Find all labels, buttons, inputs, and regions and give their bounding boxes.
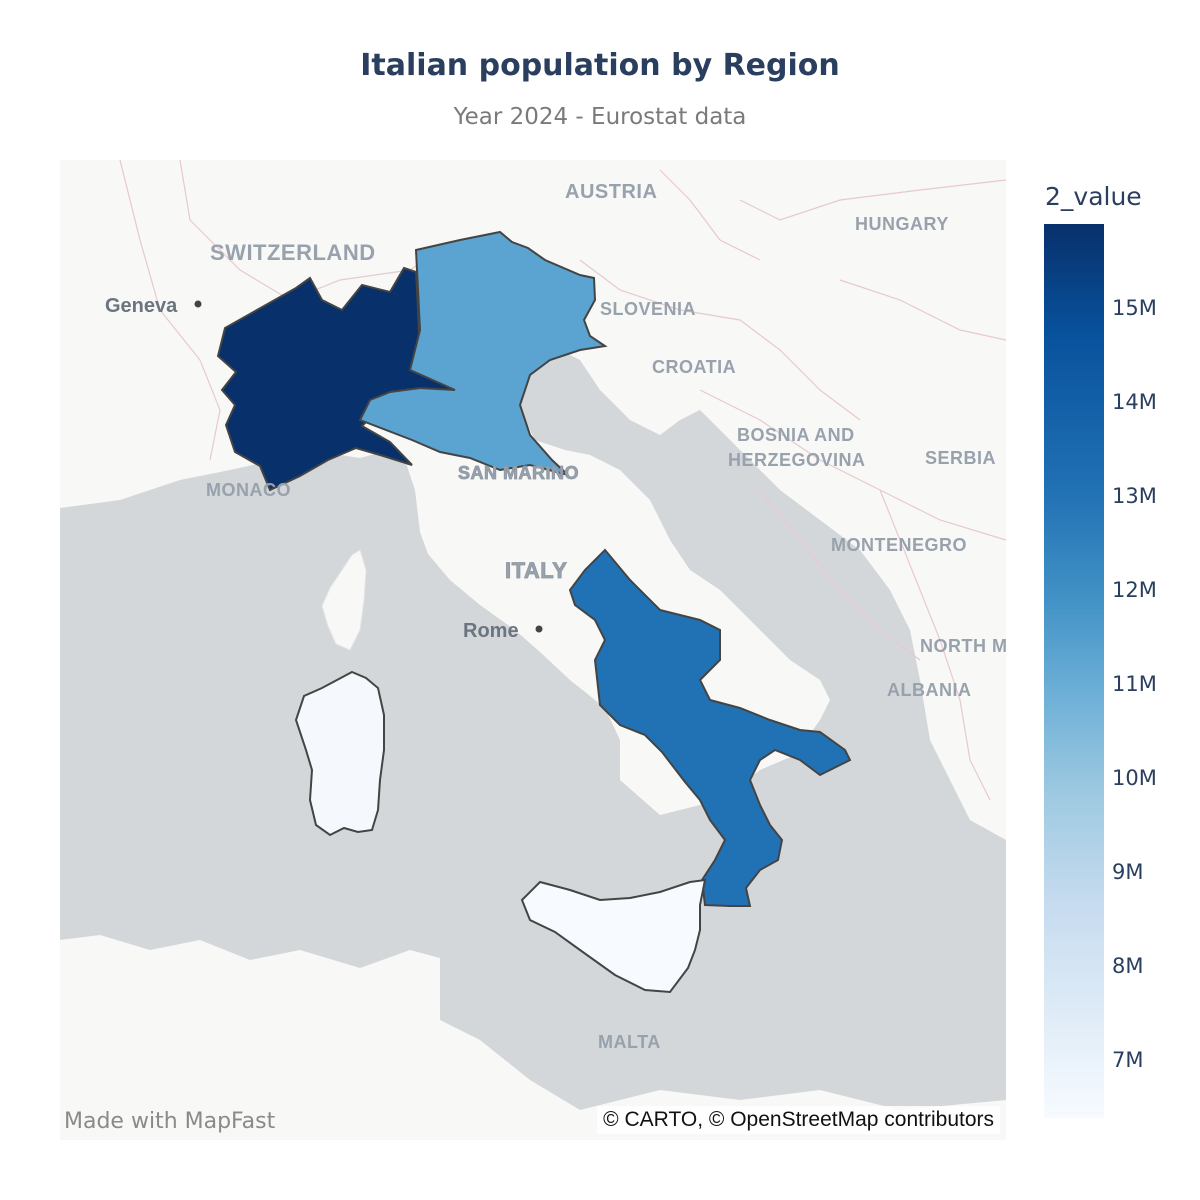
border-lines: [119, 160, 1006, 801]
label-montenegro: MONTENEGRO: [831, 535, 967, 555]
sea-area: [60, 330, 1006, 1140]
region-sardinia[interactable]: [294, 670, 385, 837]
map-attribution[interactable]: © CARTO, © OpenStreetMap contributors: [597, 1106, 1000, 1134]
map-subtitle: Year 2024 - Eurostat data: [453, 104, 747, 130]
label-hungary: HUNGARY: [855, 214, 949, 234]
label-bosnia-2: HERZEGOVINA: [728, 450, 866, 470]
region-north-west[interactable]: [216, 266, 467, 492]
label-north-macedonia: NORTH M: [920, 636, 1006, 656]
colorbar-title: 2_value: [1045, 182, 1142, 211]
north-africa-land: [60, 935, 440, 1140]
colorbar-tick: 8M: [1112, 954, 1144, 978]
region-north-east[interactable]: [358, 230, 608, 476]
label-rome: Rome: [463, 620, 519, 642]
colorbar-tick: 14M: [1112, 390, 1157, 414]
colorbar-gradient: [1044, 224, 1104, 1118]
label-malta: MALTA: [598, 1032, 661, 1052]
label-geneva: Geneva: [105, 295, 178, 317]
label-switzerland: SWITZERLAND: [210, 240, 376, 265]
map-title: Italian population by Region: [360, 48, 840, 83]
label-albania: ALBANIA: [887, 680, 972, 700]
region-south[interactable]: [568, 548, 852, 907]
colorbar-tick: 12M: [1112, 578, 1157, 602]
label-serbia: SERBIA: [925, 448, 996, 468]
rome-marker-icon: [535, 625, 543, 633]
map-canvas[interactable]: AUSTRIA SWITZERLAND HUNGARY SLOVENIA CRO…: [60, 160, 1006, 1140]
colorbar-tick: 10M: [1112, 766, 1157, 790]
region-sicily[interactable]: [520, 878, 707, 994]
colorbar-tick: 9M: [1112, 860, 1144, 884]
colorbar-tick: 15M: [1112, 296, 1157, 320]
label-bosnia-1: BOSNIA AND: [737, 425, 855, 445]
colorbar-tick: 11M: [1112, 672, 1157, 696]
label-italy: ITALY: [505, 558, 567, 583]
colorbar-tick: 7M: [1112, 1048, 1144, 1072]
label-austria: AUSTRIA: [565, 181, 657, 203]
geneva-marker-icon: [194, 300, 202, 308]
colorbar-tick: 13M: [1112, 484, 1157, 508]
made-with-label: Made with MapFast: [64, 1109, 276, 1134]
label-croatia: CROATIA: [652, 357, 736, 377]
map-svg: AUSTRIA SWITZERLAND HUNGARY SLOVENIA CRO…: [60, 160, 1006, 1140]
label-monaco: MONACO: [206, 480, 291, 500]
corsica: [321, 549, 367, 651]
label-san-marino: SAN MARINO: [458, 463, 579, 483]
label-slovenia: SLOVENIA: [600, 299, 696, 319]
